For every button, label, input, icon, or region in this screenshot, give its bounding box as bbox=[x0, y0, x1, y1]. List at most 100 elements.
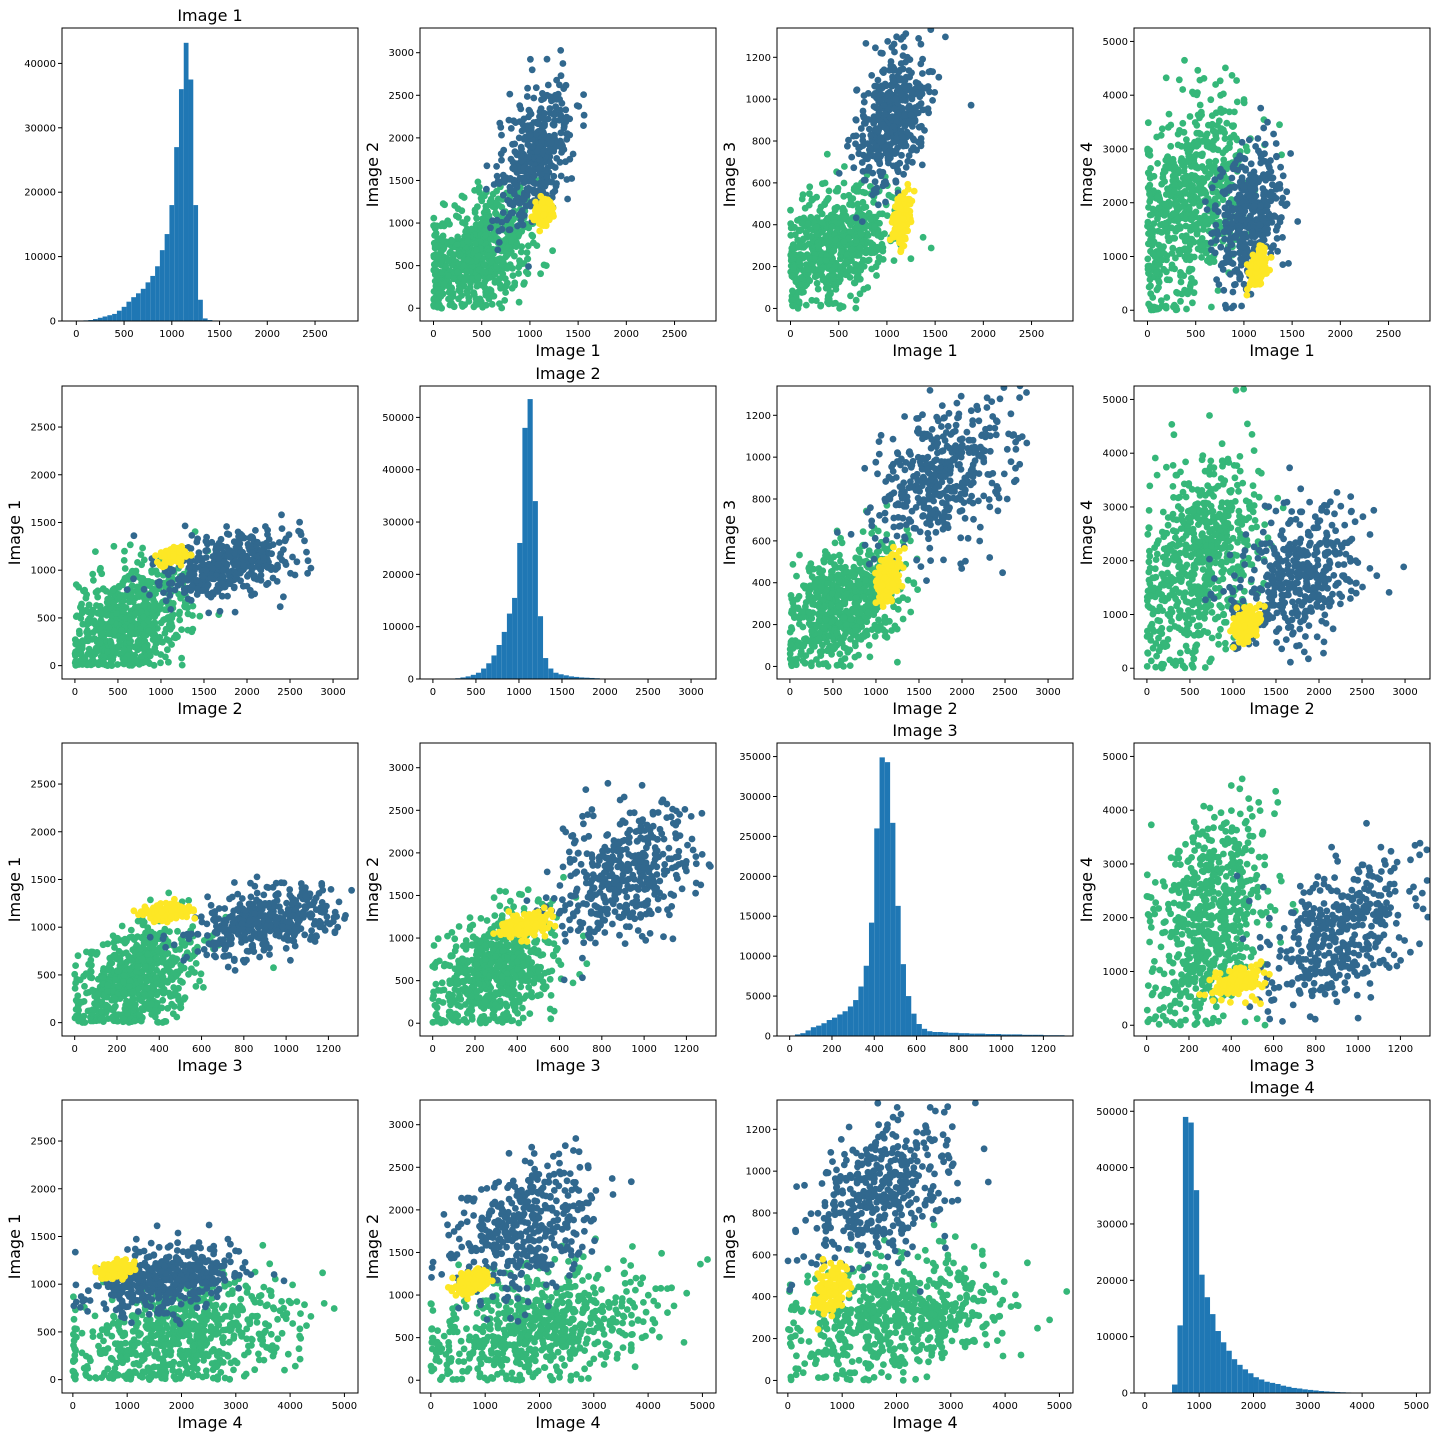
scatter-point-cluster-1 bbox=[111, 627, 118, 635]
scatter-point-cluster-0 bbox=[559, 60, 567, 67]
scatter-point-cluster-0 bbox=[580, 91, 587, 98]
scatter-point-cluster-1 bbox=[128, 582, 136, 590]
scatter-point-cluster-1 bbox=[827, 289, 834, 296]
scatter-point-cluster-1 bbox=[1145, 204, 1152, 211]
scatter-point-cluster-1 bbox=[1174, 289, 1182, 297]
scatter-point-cluster-1 bbox=[444, 217, 452, 225]
scatter-point-cluster-1 bbox=[1192, 163, 1200, 170]
scatter-point-cluster-1 bbox=[857, 230, 865, 238]
plot-area bbox=[430, 47, 588, 312]
scatter-point-cluster-0 bbox=[543, 55, 551, 63]
scatter-point-cluster-1 bbox=[458, 192, 466, 200]
scatter-point-cluster-1 bbox=[431, 242, 439, 250]
scatter-point-cluster-1 bbox=[850, 279, 858, 287]
hist-bar bbox=[188, 79, 194, 321]
scatter-point-cluster-1 bbox=[126, 541, 134, 549]
scatter-point-cluster-1 bbox=[1146, 174, 1154, 182]
scatter-point-cluster-1 bbox=[873, 244, 880, 252]
scatter-point-cluster-2 bbox=[532, 198, 539, 206]
scatter-point-cluster-1 bbox=[1220, 90, 1227, 98]
scatter-point-cluster-1 bbox=[1154, 160, 1161, 167]
scatter-point-cluster-0 bbox=[1248, 228, 1256, 236]
scatter-point-cluster-0 bbox=[562, 81, 570, 89]
scatter-point-cluster-0 bbox=[1254, 135, 1262, 142]
scatter-point-cluster-1 bbox=[85, 660, 93, 668]
scatter-point-cluster-1 bbox=[1177, 297, 1184, 305]
scatter-point-cluster-1 bbox=[853, 274, 861, 281]
scatter-point-cluster-1 bbox=[472, 240, 479, 248]
scatter-point-cluster-0 bbox=[1207, 239, 1215, 247]
scatter-point-cluster-1 bbox=[825, 187, 833, 195]
scatter-point-cluster-1 bbox=[128, 592, 136, 600]
scatter-point-cluster-0 bbox=[1255, 147, 1262, 155]
y-tick-label: 10000 bbox=[24, 252, 56, 263]
scatter-point-cluster-1 bbox=[836, 273, 844, 280]
scatter-point-cluster-0 bbox=[520, 115, 528, 123]
scatter-point-cluster-1 bbox=[859, 256, 867, 264]
scatter-point-cluster-0 bbox=[1221, 190, 1229, 198]
scatter-point-cluster-1 bbox=[447, 294, 455, 302]
scatter-point-cluster-1 bbox=[121, 655, 128, 663]
scatter-point-cluster-1 bbox=[150, 661, 158, 669]
scatter-point-cluster-1 bbox=[805, 266, 812, 273]
scatter-point-cluster-0 bbox=[224, 592, 231, 600]
scatter-point-cluster-1 bbox=[1177, 278, 1185, 286]
scatter-point-cluster-0 bbox=[927, 28, 935, 33]
scatter-point-cluster-1 bbox=[1157, 297, 1165, 305]
scatter-point-cluster-0 bbox=[1238, 174, 1246, 182]
scatter-point-cluster-1 bbox=[481, 231, 489, 239]
scatter-point-cluster-0 bbox=[523, 93, 531, 100]
scatter-point-cluster-1 bbox=[137, 551, 145, 558]
scatter-point-cluster-1 bbox=[852, 237, 860, 245]
scatter-point-cluster-1 bbox=[161, 606, 169, 614]
scatter-point-cluster-0 bbox=[882, 124, 890, 132]
scatter-point-cluster-1 bbox=[479, 268, 487, 275]
scatter-point-cluster-0 bbox=[1267, 191, 1275, 199]
scatter-point-cluster-1 bbox=[1222, 64, 1229, 72]
scatter-point-cluster-1 bbox=[196, 612, 204, 620]
y-tick-label: 1200 bbox=[746, 53, 771, 64]
scatter-point-cluster-1 bbox=[796, 257, 803, 265]
scatter-point-cluster-0 bbox=[1202, 198, 1209, 206]
scatter-point-cluster-0 bbox=[864, 155, 871, 163]
scatter-point-cluster-2 bbox=[1246, 268, 1254, 276]
scatter-point-cluster-1 bbox=[121, 565, 129, 572]
scatter-point-cluster-1 bbox=[1167, 142, 1175, 150]
scatter-point-cluster-1 bbox=[1194, 66, 1202, 74]
scatter-point-cluster-0 bbox=[193, 591, 201, 598]
scatter-point-cluster-1 bbox=[506, 221, 514, 229]
scatter-point-cluster-0 bbox=[870, 120, 878, 127]
x-tick-label: 500 bbox=[829, 329, 848, 340]
scatter-point-cluster-1 bbox=[847, 292, 854, 300]
scatter-point-cluster-0 bbox=[1256, 221, 1264, 229]
scatter-point-cluster-1 bbox=[72, 613, 80, 620]
scatter-point-cluster-1 bbox=[462, 267, 470, 275]
scatter-point-cluster-1 bbox=[813, 223, 820, 231]
scatter-point-cluster-1 bbox=[860, 285, 868, 293]
scatter-point-cluster-0 bbox=[519, 121, 527, 129]
axes-frame bbox=[776, 27, 1074, 322]
hist-bar bbox=[164, 234, 170, 321]
scatter-point-cluster-1 bbox=[448, 237, 456, 245]
scatter-point-cluster-1 bbox=[97, 610, 105, 617]
scatter-point-cluster-1 bbox=[820, 276, 827, 284]
scatter-point-cluster-1 bbox=[474, 178, 482, 186]
scatter-point-cluster-0 bbox=[921, 126, 928, 134]
scatter-point-cluster-1 bbox=[846, 217, 854, 225]
scatter-point-cluster-0 bbox=[233, 561, 241, 569]
scatter-point-cluster-1 bbox=[110, 542, 118, 550]
scatter-point-cluster-0 bbox=[1221, 235, 1228, 243]
scatter-point-cluster-0 bbox=[289, 553, 296, 561]
scatter-point-cluster-1 bbox=[456, 250, 464, 258]
scatter-point-cluster-1 bbox=[1169, 210, 1177, 218]
scatter-point-cluster-0 bbox=[886, 113, 894, 121]
scatter-point-cluster-1 bbox=[473, 282, 481, 290]
scatter-point-cluster-1 bbox=[791, 223, 798, 231]
scatter-point-cluster-0 bbox=[935, 73, 943, 81]
scatter-point-cluster-0 bbox=[899, 96, 906, 104]
scatter-point-cluster-1 bbox=[107, 618, 115, 625]
scatter-point-cluster-0 bbox=[880, 66, 888, 74]
scatter-point-cluster-0 bbox=[1269, 243, 1277, 250]
scatter-point-cluster-0 bbox=[884, 38, 892, 45]
scatter-point-cluster-0 bbox=[1252, 192, 1260, 200]
